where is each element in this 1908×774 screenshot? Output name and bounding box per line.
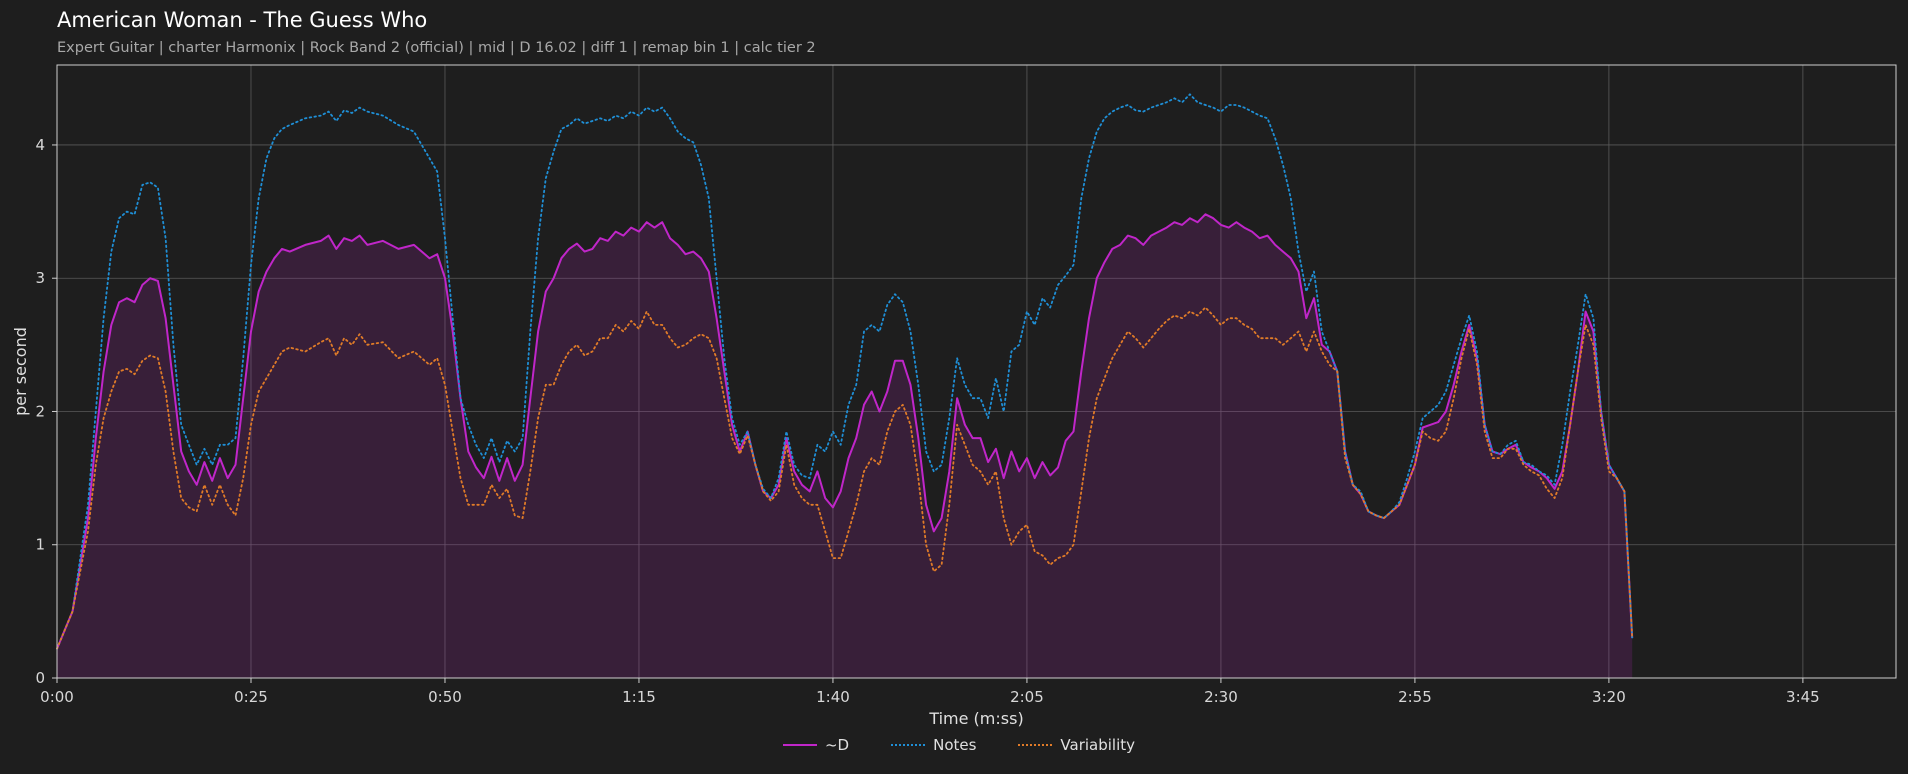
y-tick-label: 3 [35, 269, 45, 287]
series-lines [56, 93, 1634, 650]
y-tick-label: 0 [35, 669, 45, 687]
x-tick-label: 1:40 [816, 688, 850, 706]
legend-item-variability: Variability [1018, 736, 1135, 754]
legend-item-notes: Notes [891, 736, 976, 754]
x-tick-label: 0:25 [234, 688, 268, 706]
series-line-variability [56, 306, 1634, 650]
legend-label-variability: Variability [1060, 736, 1136, 754]
y-tick-label: 4 [35, 136, 45, 154]
legend-label-d: ~D [824, 736, 850, 754]
x-axis-label: Time (m:ss) [928, 709, 1023, 728]
chart-subtitle: Expert Guitar | charter Harmonix | Rock … [57, 40, 816, 56]
series-fill-layer [57, 214, 1633, 679]
legend-label-notes: Notes [933, 736, 977, 754]
chart-title: American Woman - The Guess Who [57, 8, 428, 32]
x-tick-label: 0:50 [428, 688, 462, 706]
legend-swatch-variability [1018, 744, 1053, 746]
x-tick-label: 0:00 [40, 688, 74, 706]
legend-swatch-notes [891, 744, 926, 746]
x-tick-label: 2:30 [1204, 688, 1238, 706]
legend-item-d: ~D [782, 736, 850, 754]
plot-frame [56, 64, 1897, 679]
x-axis-ticks: 0:00 0:25 0:50 1:15 1:40 2:05 2:30 2:55 3:20 3:45 [40, 678, 1820, 706]
y-axis-label: per second [11, 327, 30, 416]
y-axis-ticks: 0 1 2 3 4 [35, 136, 57, 687]
y-tick-label: 1 [35, 536, 45, 554]
x-tick-label: 2:05 [1010, 688, 1044, 706]
x-tick-label: 3:20 [1592, 688, 1626, 706]
y-tick-label: 2 [35, 402, 45, 420]
series-line-notes [56, 93, 1634, 650]
x-tick-label: 2:55 [1398, 688, 1432, 706]
x-tick-label: 1:15 [622, 688, 656, 706]
series-area-d [57, 214, 1633, 679]
x-tick-label: 3:45 [1786, 688, 1820, 706]
legend: ~D Notes Variability [0, 736, 1908, 754]
legend-swatch-d [782, 744, 817, 746]
